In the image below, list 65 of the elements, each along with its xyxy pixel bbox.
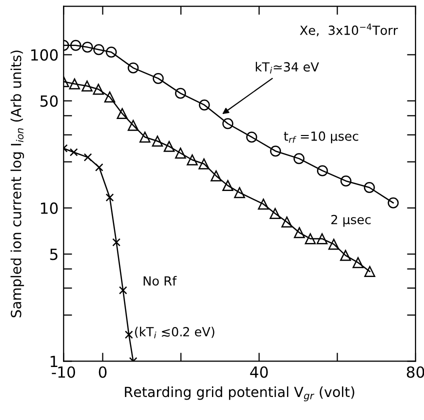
point [246, 132, 258, 143]
y-tick-label: 100 [31, 49, 58, 61]
y-tick-label: 50 [40, 95, 58, 107]
point [186, 154, 198, 166]
annotation: Xe, 3x10$^{−4}$Torr [300, 24, 398, 36]
annotation: kT$_{i}$≃34 eV [256, 62, 319, 74]
point [258, 198, 269, 210]
point [234, 187, 246, 198]
point [270, 208, 281, 219]
point [92, 84, 104, 95]
x-axis-title: Retarding grid potential V$_{gr}$ (volt) [124, 386, 354, 402]
x-tick-label: 80 [406, 366, 424, 378]
series-label: 2 μsec [331, 214, 371, 227]
y-axis-title: Sampled ion current log I$_{ion}$ (Arb units) [10, 50, 24, 318]
point [340, 250, 352, 261]
x-tick-label: 0 [98, 366, 107, 378]
x-tick-label: 40 [250, 366, 268, 378]
y-tick-label: 1 [50, 356, 58, 368]
point [106, 193, 114, 202]
point [270, 146, 282, 157]
point [198, 158, 210, 170]
point [294, 227, 305, 238]
point [328, 238, 340, 250]
series-label: No Rf [144, 276, 177, 286]
point [175, 148, 186, 159]
annotation: (kT$_{i}$ ≲0.2 eV) [135, 326, 214, 338]
point [281, 216, 292, 228]
point [164, 140, 175, 152]
point [316, 233, 328, 244]
point [95, 163, 104, 172]
point [82, 80, 93, 92]
point [175, 88, 186, 99]
point [93, 44, 104, 56]
series-label: t$_{rf}$ =10 μsec [284, 131, 358, 144]
point [116, 108, 128, 120]
point [69, 78, 80, 90]
point [198, 99, 210, 110]
y-tick-label: 10 [40, 202, 58, 214]
x-tick-label: -10 [52, 366, 76, 378]
point [124, 330, 133, 339]
point [364, 182, 375, 193]
point [118, 286, 128, 294]
point [152, 72, 164, 84]
point [222, 180, 234, 192]
point [70, 40, 82, 51]
point [112, 238, 120, 246]
point [352, 257, 364, 268]
point [70, 148, 78, 156]
point [364, 266, 376, 277]
point [304, 233, 316, 244]
point [128, 62, 139, 74]
point [340, 175, 352, 186]
point [152, 136, 163, 147]
point [316, 165, 328, 176]
point [128, 120, 139, 131]
point [294, 153, 304, 164]
y-tick-label: 5 [50, 248, 58, 260]
point [388, 197, 399, 208]
point [104, 91, 116, 102]
point [139, 132, 150, 143]
point [82, 42, 93, 53]
point [222, 118, 234, 130]
point [84, 153, 92, 162]
point [106, 46, 117, 58]
point [210, 170, 222, 182]
